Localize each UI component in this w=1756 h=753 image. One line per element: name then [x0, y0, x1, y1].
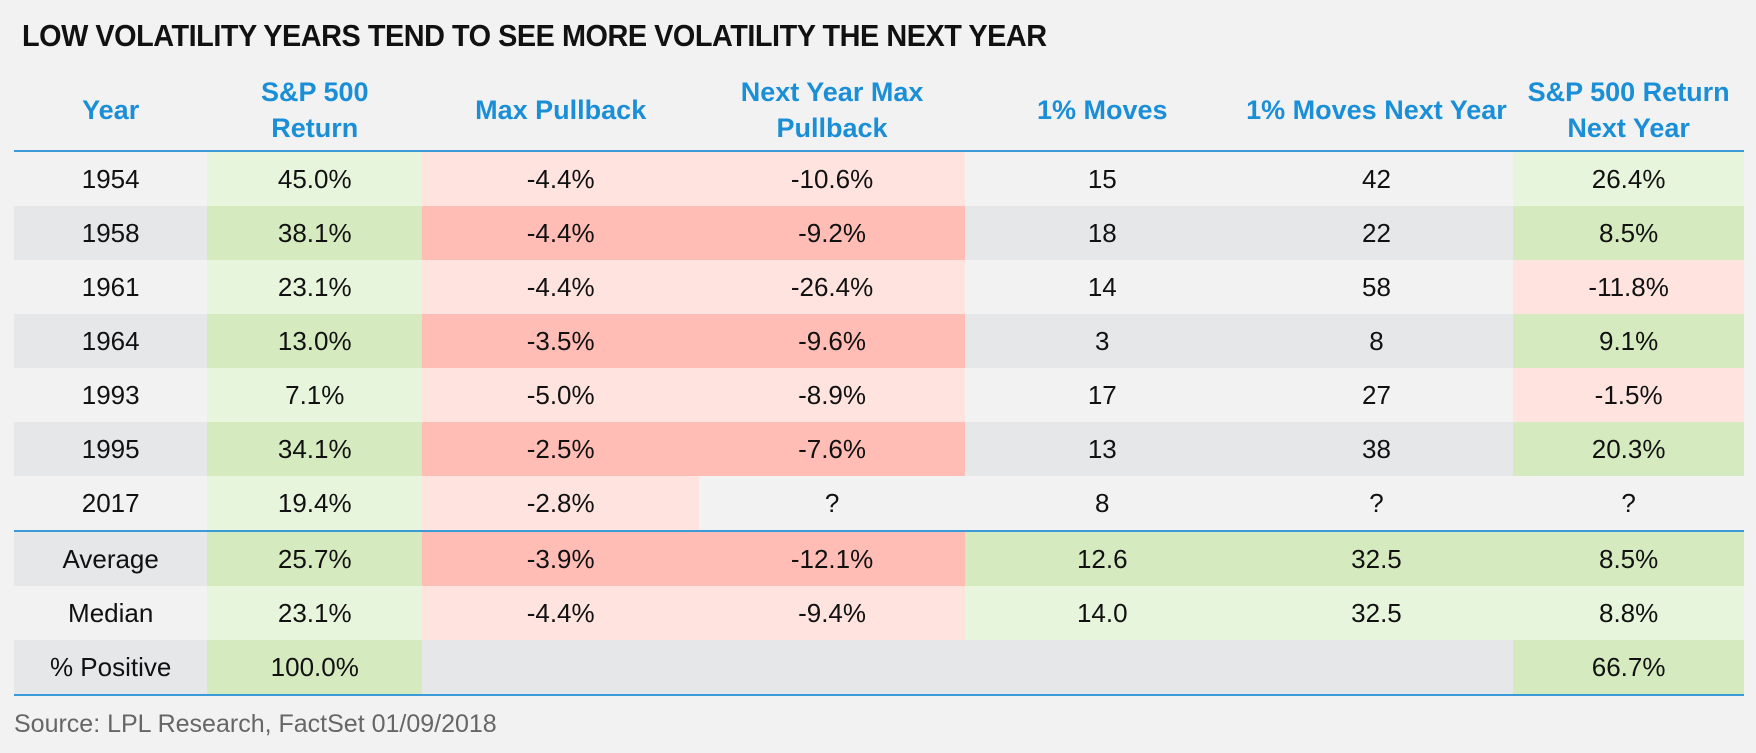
cell-1pct-moves: 15	[964, 151, 1240, 206]
cell-1pct-moves: 14.0	[964, 586, 1240, 640]
table-row: 1954 45.0% -4.4% -10.6% 15 42 26.4%	[14, 151, 1744, 206]
cell-next-year-max-pullback: ?	[699, 476, 965, 531]
header-next-year-max-pullback: Next Year Max Pullback	[699, 70, 965, 152]
cell-next-year-max-pullback: -26.4%	[699, 260, 965, 314]
cell-max-pullback: -2.8%	[422, 476, 700, 531]
cell-sp500-return: 38.1%	[207, 206, 423, 260]
table-row: 1995 34.1% -2.5% -7.6% 13 38 20.3%	[14, 422, 1744, 476]
cell-year: 1995	[14, 422, 208, 476]
cell-year: 1993	[14, 368, 208, 422]
cell-sp500-return: 23.1%	[207, 260, 423, 314]
summary-row: Average 25.7% -3.9% -12.1% 12.6 32.5 8.5%	[14, 530, 1744, 586]
cell-sp500-return-next-year: 9.1%	[1513, 314, 1744, 368]
cell-1pct-moves-next-year: 22	[1239, 206, 1514, 260]
cell-year: 1958	[14, 206, 208, 260]
cell-1pct-moves-next-year: 27	[1239, 368, 1514, 422]
cell-sp500-return: 34.1%	[207, 422, 423, 476]
cell-1pct-moves-next-year: 58	[1239, 260, 1514, 314]
cell-1pct-moves: 3	[964, 314, 1240, 368]
cell-1pct-moves: 14	[964, 260, 1240, 314]
cell-year: % Positive	[14, 640, 208, 696]
cell-max-pullback: -3.9%	[422, 530, 700, 586]
cell-1pct-moves	[964, 640, 1240, 696]
cell-max-pullback: -3.5%	[422, 314, 700, 368]
cell-sp500-return-next-year: -11.8%	[1513, 260, 1744, 314]
cell-year: 1954	[14, 151, 208, 206]
cell-next-year-max-pullback: -12.1%	[699, 530, 965, 586]
cell-year: 1961	[14, 260, 208, 314]
cell-year: 2017	[14, 476, 208, 531]
cell-sp500-return: 13.0%	[207, 314, 423, 368]
cell-sp500-return-next-year: 26.4%	[1513, 151, 1744, 206]
cell-next-year-max-pullback: -7.6%	[699, 422, 965, 476]
cell-sp500-return-next-year: -1.5%	[1513, 368, 1744, 422]
cell-max-pullback: -4.4%	[422, 206, 700, 260]
cell-year: Median	[14, 586, 208, 640]
header-row: Year S&P 500 Return Max Pullback Next Yea…	[14, 70, 1744, 152]
cell-max-pullback: -4.4%	[422, 151, 700, 206]
cell-next-year-max-pullback	[699, 640, 965, 696]
table-body: 1954 45.0% -4.4% -10.6% 15 42 26.4% 1958 38.1% -4…	[14, 151, 1744, 696]
cell-max-pullback: -5.0%	[422, 368, 700, 422]
cell-sp500-return: 100.0%	[207, 640, 423, 696]
cell-1pct-moves: 13	[964, 422, 1240, 476]
cell-1pct-moves-next-year: 32.5	[1239, 530, 1514, 586]
chart-title: LOW VOLATILITY YEARS TEND TO SEE MORE VO…	[22, 18, 1047, 53]
source-note: Source: LPL Research, FactSet 01/09/2018	[14, 710, 497, 738]
header-1pct-moves-next-year: 1% Moves Next Year	[1239, 70, 1514, 152]
cell-1pct-moves-next-year: 32.5	[1239, 586, 1514, 640]
cell-next-year-max-pullback: -9.4%	[699, 586, 965, 640]
cell-max-pullback: -2.5%	[422, 422, 700, 476]
cell-next-year-max-pullback: -9.6%	[699, 314, 965, 368]
cell-1pct-moves-next-year	[1239, 640, 1514, 696]
table-row: 1993 7.1% -5.0% -8.9% 17 27 -1.5%	[14, 368, 1744, 422]
cell-sp500-return: 7.1%	[207, 368, 423, 422]
summary-row: % Positive 100.0% 66.7%	[14, 640, 1744, 696]
cell-sp500-return-next-year: ?	[1513, 476, 1744, 531]
cell-sp500-return: 45.0%	[207, 151, 423, 206]
cell-sp500-return-next-year: 20.3%	[1513, 422, 1744, 476]
header-year: Year	[14, 70, 208, 152]
cell-sp500-return-next-year: 8.5%	[1513, 206, 1744, 260]
cell-sp500-return: 25.7%	[207, 530, 423, 586]
cell-year: Average	[14, 530, 208, 586]
cell-1pct-moves: 12.6	[964, 530, 1240, 586]
cell-sp500-return: 23.1%	[207, 586, 423, 640]
cell-1pct-moves-next-year: 42	[1239, 151, 1514, 206]
header-sp500-return-next-year: S&P 500 Return Next Year	[1513, 70, 1744, 152]
cell-year: 1964	[14, 314, 208, 368]
cell-next-year-max-pullback: -10.6%	[699, 151, 965, 206]
header-1pct-moves: 1% Moves	[964, 70, 1240, 152]
table-row: 1961 23.1% -4.4% -26.4% 14 58 -11.8%	[14, 260, 1744, 314]
cell-next-year-max-pullback: -8.9%	[699, 368, 965, 422]
cell-max-pullback: -4.4%	[422, 586, 700, 640]
cell-sp500-return-next-year: 8.8%	[1513, 586, 1744, 640]
header-sp500-return: S&P 500 Return	[207, 70, 423, 152]
table-row: 1964 13.0% -3.5% -9.6% 3 8 9.1%	[14, 314, 1744, 368]
volatility-table: Year S&P 500 Return Max Pullback Next Yea…	[14, 70, 1744, 696]
cell-next-year-max-pullback: -9.2%	[699, 206, 965, 260]
header-max-pullback: Max Pullback	[422, 70, 700, 152]
cell-1pct-moves-next-year: ?	[1239, 476, 1514, 531]
cell-sp500-return: 19.4%	[207, 476, 423, 531]
cell-1pct-moves: 17	[964, 368, 1240, 422]
summary-row: Median 23.1% -4.4% -9.4% 14.0 32.5 8.8%	[14, 586, 1744, 640]
table-row: 2017 19.4% -2.8%? 8??	[14, 476, 1744, 531]
cell-1pct-moves: 18	[964, 206, 1240, 260]
cell-sp500-return-next-year: 66.7%	[1513, 640, 1744, 696]
cell-1pct-moves-next-year: 8	[1239, 314, 1514, 368]
cell-1pct-moves-next-year: 38	[1239, 422, 1514, 476]
cell-max-pullback	[422, 640, 700, 696]
cell-1pct-moves: 8	[964, 476, 1240, 531]
table-row: 1958 38.1% -4.4% -9.2% 18 22 8.5%	[14, 206, 1744, 260]
cell-max-pullback: -4.4%	[422, 260, 700, 314]
cell-sp500-return-next-year: 8.5%	[1513, 530, 1744, 586]
